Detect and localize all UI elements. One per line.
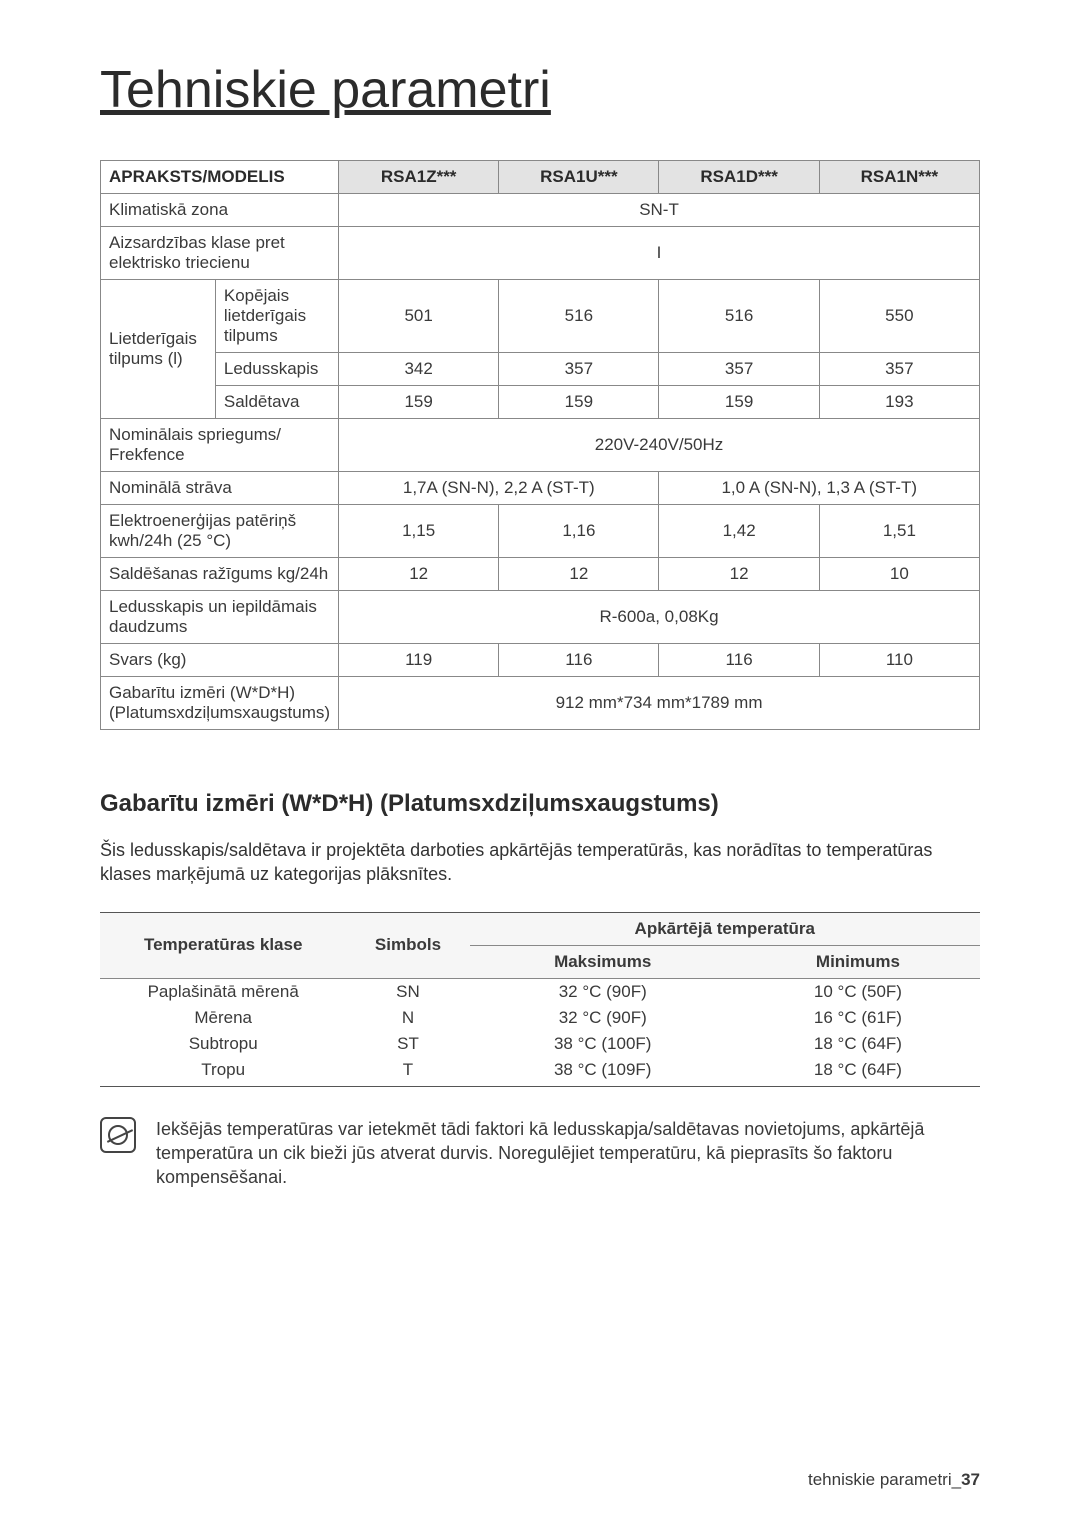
td-min: 10 °C (50F) xyxy=(736,978,980,1005)
section-heading: Gabarītu izmēri (W*D*H) (Platumsxdziļums… xyxy=(100,790,980,818)
td-sym: T xyxy=(346,1057,469,1087)
row-protection-label: Aizsardzības klase pret elektrisko triec… xyxy=(101,227,339,280)
cell: 116 xyxy=(659,644,819,677)
td-max: 32 °C (90F) xyxy=(470,1005,736,1031)
td-min: 18 °C (64F) xyxy=(736,1031,980,1057)
td-class: Subtropu xyxy=(100,1031,346,1057)
cell: 116 xyxy=(499,644,659,677)
row-voltage-val: 220V-240V/50Hz xyxy=(339,419,980,472)
temp-row: Tropu T 38 °C (109F) 18 °C (64F) xyxy=(100,1057,980,1087)
row-voltage-label: Nominālais spriegums/ Frekfence xyxy=(101,419,339,472)
td-sym: N xyxy=(346,1005,469,1031)
cell: 110 xyxy=(819,644,979,677)
row-freezing-label: Saldēšanas ražīgums kg/24h xyxy=(101,558,339,591)
row-refrigerant-val: R-600a, 0,08Kg xyxy=(339,591,980,644)
cell: 10 xyxy=(819,558,979,591)
cell: 501 xyxy=(339,280,499,353)
th-min: Minimums xyxy=(736,945,980,978)
row-weight-label: Svars (kg) xyxy=(101,644,339,677)
th-class: Temperatūras klase xyxy=(100,912,346,978)
row-usable-fridge-label: Ledusskapis xyxy=(215,353,338,386)
spec-table: APRAKSTS/MODELIS RSA1Z*** RSA1U*** RSA1D… xyxy=(100,160,980,730)
note-icon xyxy=(100,1117,136,1153)
td-class: Paplašinātā mērenā xyxy=(100,978,346,1005)
cell: 516 xyxy=(659,280,819,353)
row-protection-val: I xyxy=(339,227,980,280)
cell: 516 xyxy=(499,280,659,353)
spec-header-m2: RSA1U*** xyxy=(499,161,659,194)
row-usable-group-label: Lietderīgais tilpums (l) xyxy=(101,280,216,419)
td-min: 18 °C (64F) xyxy=(736,1057,980,1087)
cell: 357 xyxy=(659,353,819,386)
td-class: Tropu xyxy=(100,1057,346,1087)
footer-label: tehniskie parametri_ xyxy=(808,1470,961,1489)
row-current-v34: 1,0 A (SN-N), 1,3 A (ST-T) xyxy=(659,472,980,505)
row-dims-label: Gabarītu izmēri (W*D*H) (Platumsxdziļums… xyxy=(101,677,339,730)
footer-page-number: 37 xyxy=(961,1470,980,1489)
temp-row: Mērena N 32 °C (90F) 16 °C (61F) xyxy=(100,1005,980,1031)
row-usable-freezer-label: Saldētava xyxy=(215,386,338,419)
cell: 1,15 xyxy=(339,505,499,558)
row-current-label: Nominālā strāva xyxy=(101,472,339,505)
temp-table: Temperatūras klase Simbols Apkārtējā tem… xyxy=(100,912,980,1087)
row-refrigerant-label: Ledusskapis un iepildāmais daudzums xyxy=(101,591,339,644)
cell: 159 xyxy=(659,386,819,419)
cell: 1,16 xyxy=(499,505,659,558)
td-sym: ST xyxy=(346,1031,469,1057)
cell: 119 xyxy=(339,644,499,677)
cell: 12 xyxy=(499,558,659,591)
td-max: 38 °C (109F) xyxy=(470,1057,736,1087)
cell: 1,51 xyxy=(819,505,979,558)
th-ambient: Apkārtējā temperatūra xyxy=(470,912,980,945)
page-footer: tehniskie parametri_37 xyxy=(808,1470,980,1490)
section-paragraph: Šis ledusskapis/saldētava ir projektēta … xyxy=(100,838,980,887)
row-climate-val: SN-T xyxy=(339,194,980,227)
cell: 357 xyxy=(499,353,659,386)
row-current-v12: 1,7A (SN-N), 2,2 A (ST-T) xyxy=(339,472,659,505)
spec-header-m3: RSA1D*** xyxy=(659,161,819,194)
td-min: 16 °C (61F) xyxy=(736,1005,980,1031)
temp-row: Subtropu ST 38 °C (100F) 18 °C (64F) xyxy=(100,1031,980,1057)
td-max: 32 °C (90F) xyxy=(470,978,736,1005)
cell: 342 xyxy=(339,353,499,386)
cell: 12 xyxy=(659,558,819,591)
note-text: Iekšējās temperatūras var ietekmēt tādi … xyxy=(156,1117,980,1190)
td-class: Mērena xyxy=(100,1005,346,1031)
td-sym: SN xyxy=(346,978,469,1005)
note-block: Iekšējās temperatūras var ietekmēt tādi … xyxy=(100,1117,980,1190)
td-max: 38 °C (100F) xyxy=(470,1031,736,1057)
row-dims-val: 912 mm*734 mm*1789 mm xyxy=(339,677,980,730)
spec-header-desc: APRAKSTS/MODELIS xyxy=(101,161,339,194)
cell: 357 xyxy=(819,353,979,386)
row-usable-total-label: Kopējais lietderīgais tilpums xyxy=(215,280,338,353)
page-title: Tehniskie parametri xyxy=(100,60,980,120)
cell: 550 xyxy=(819,280,979,353)
row-climate-label: Klimatiskā zona xyxy=(101,194,339,227)
row-energy-label: Elektroenerģijas patēriņš kwh/24h (25 °C… xyxy=(101,505,339,558)
cell: 159 xyxy=(499,386,659,419)
th-max: Maksimums xyxy=(470,945,736,978)
th-symbol: Simbols xyxy=(346,912,469,978)
temp-row: Paplašinātā mērenā SN 32 °C (90F) 10 °C … xyxy=(100,978,980,1005)
cell: 193 xyxy=(819,386,979,419)
cell: 12 xyxy=(339,558,499,591)
cell: 159 xyxy=(339,386,499,419)
spec-header-m4: RSA1N*** xyxy=(819,161,979,194)
cell: 1,42 xyxy=(659,505,819,558)
spec-header-m1: RSA1Z*** xyxy=(339,161,499,194)
